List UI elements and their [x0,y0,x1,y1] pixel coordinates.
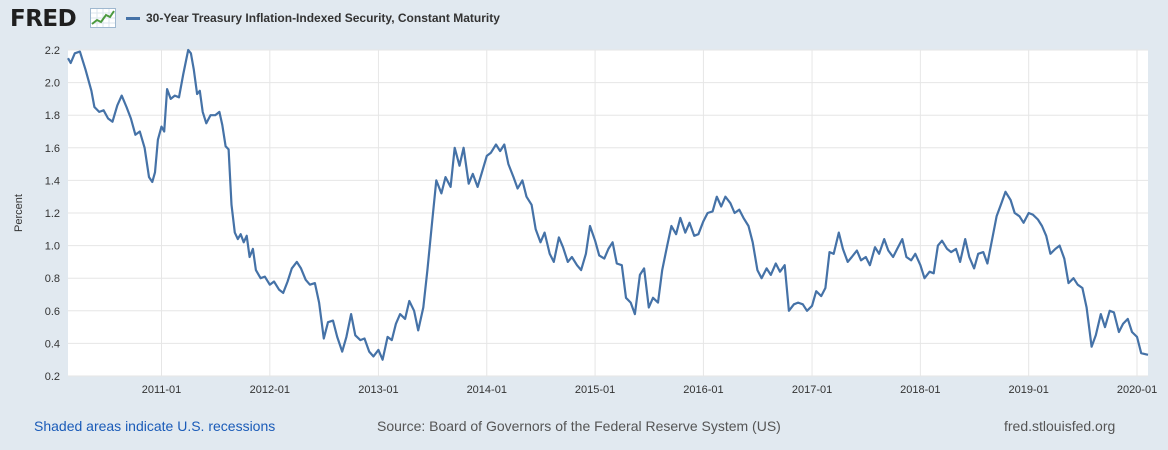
fred-logo-text: FRED [10,6,77,32]
y-axis-label: Percent [13,194,25,232]
series-group [67,48,1149,361]
recession-note-link[interactable]: Shaded areas indicate U.S. recessions [34,418,276,434]
x-tick-label: 2018-01 [900,384,940,396]
site-url: fred.stlouisfed.org [1004,418,1116,434]
x-tick-label: 2011-01 [142,384,182,396]
source-text: Source: Board of Governors of the Federa… [377,418,781,434]
x-tick-label: 2013-01 [358,384,398,396]
x-tick-label: 2019-01 [1009,384,1049,396]
y-tick-label: 0.2 [45,371,60,383]
legend-label: 30-Year Treasury Inflation-Indexed Secur… [146,11,500,25]
y-tick-label: 0.4 [45,338,60,350]
y-tick-label: 0.6 [45,306,60,318]
y-tick-label: 2.2 [45,45,60,57]
y-tick-label: 1.4 [45,175,60,187]
y-tick-label: 0.8 [45,273,60,285]
y-tick-label: 1.0 [45,241,60,253]
y-tick-label: 1.2 [45,208,60,220]
chart-legend: 30-Year Treasury Inflation-Indexed Secur… [126,11,500,25]
y-tick-label: 2.0 [45,78,60,90]
series-line [67,48,1149,361]
y-tick-label: 1.6 [45,143,60,155]
x-tick-label: 2017-01 [792,384,832,396]
fred-logo[interactable]: FRED [10,6,118,34]
grid-lines [68,49,1148,377]
x-tick-label: 2016-01 [683,384,723,396]
x-tick-label: 2020-01 [1117,384,1157,396]
line-chart: 0.2 0.4 0.6 0.8 1.0 1.2 1.4 1.6 1.8 2.0 2.2 2011-0… [13,45,1158,396]
legend-swatch [126,16,140,20]
x-tick-label: 2015-01 [575,384,615,396]
y-tick-label: 1.8 [45,110,60,122]
x-tick-label: 2012-01 [250,384,290,396]
x-axis-ticks: 2011-01 2012-01 2013-01 2014-01 2015-01 2016-… [142,384,1158,396]
x-tick-label: 2014-01 [467,384,507,396]
y-axis-ticks: 0.2 0.4 0.6 0.8 1.0 1.2 1.4 1.6 1.8 2.0 2.2 [45,45,60,383]
line-graph-icon [90,8,116,28]
